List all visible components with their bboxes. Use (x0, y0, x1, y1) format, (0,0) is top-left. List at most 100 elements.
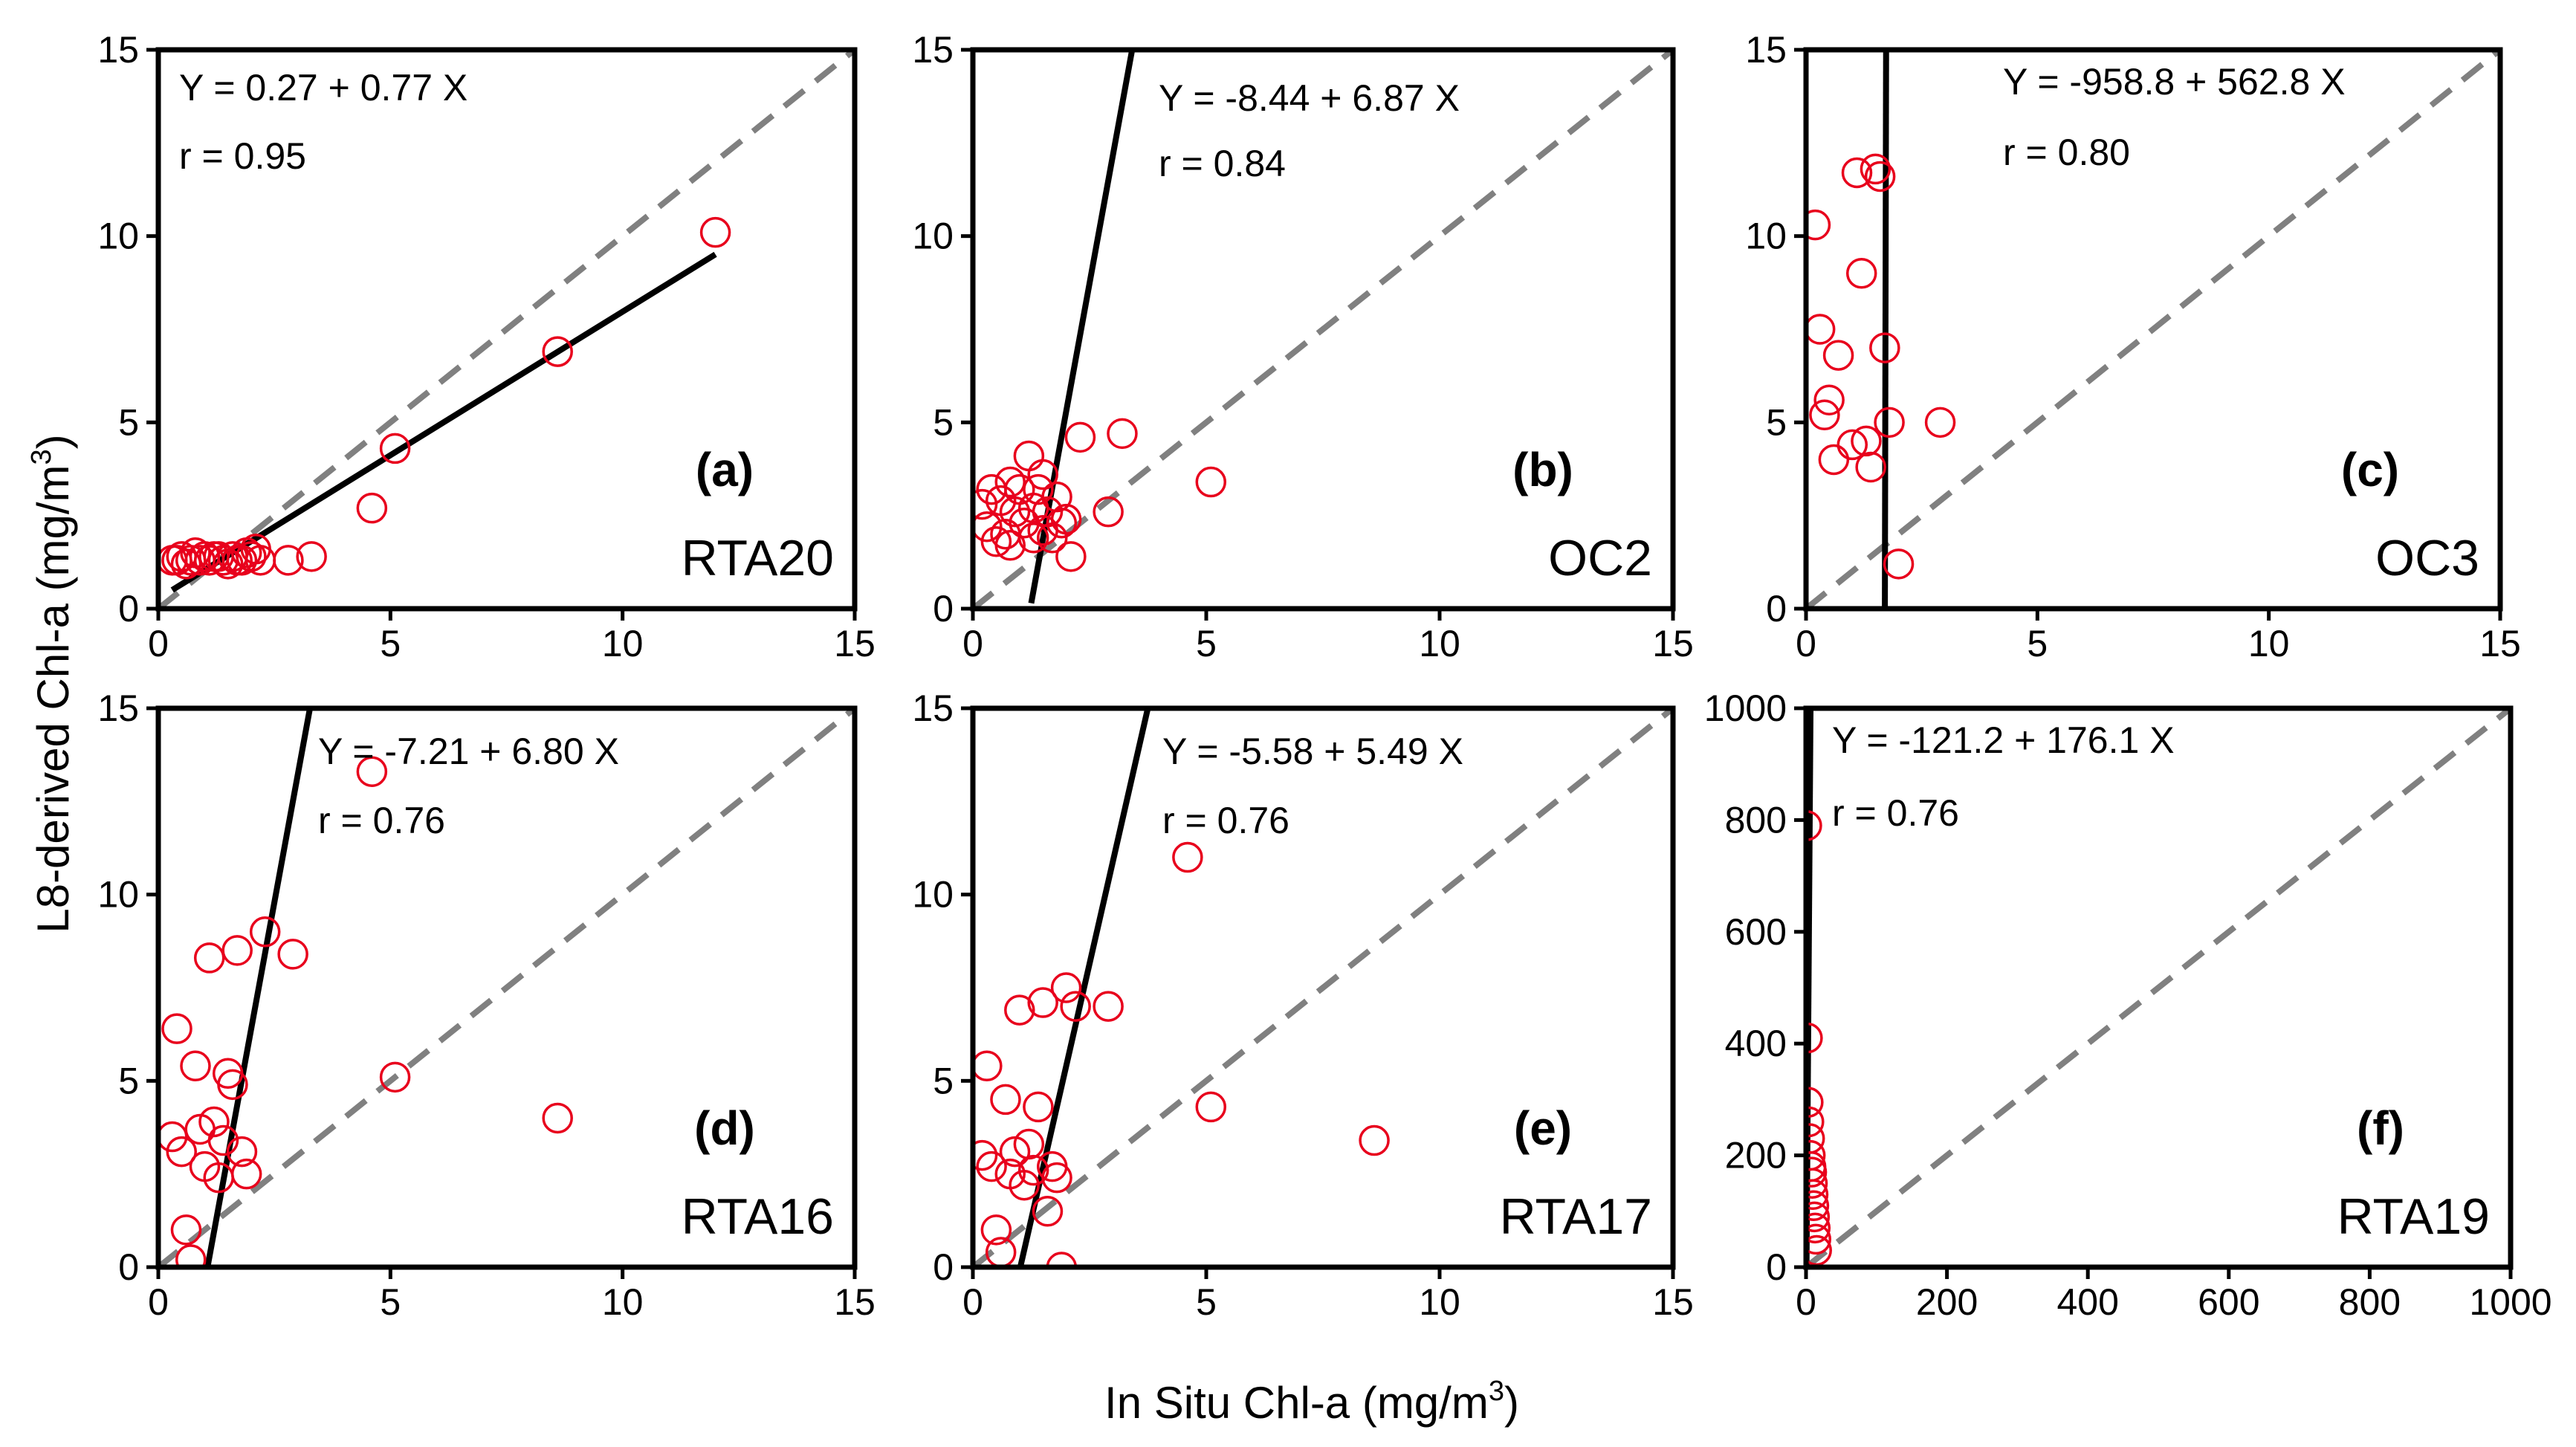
regression-equation: Y = -5.58 + 5.49 X (1162, 731, 1463, 772)
x-axis-title: In Situ Chl-a (mg/m3) (1104, 1376, 1519, 1428)
y-tick-label: 10 (97, 874, 139, 916)
data-point (1874, 407, 1905, 438)
y-tick-label: 0 (1766, 588, 1787, 629)
data-point (542, 336, 573, 367)
data-point (1172, 841, 1203, 873)
data-point (1013, 440, 1045, 472)
data-point (1004, 994, 1035, 1026)
y-tick-label: 10 (1745, 216, 1787, 257)
x-tick-label: 800 (2339, 1281, 2401, 1323)
data-point (980, 1214, 1012, 1246)
y-tick-label: 10 (912, 874, 954, 916)
data-point (1813, 384, 1845, 416)
data-point (1009, 1169, 1040, 1201)
data-point (1822, 340, 1854, 371)
data-point (1013, 1128, 1045, 1160)
x-tick-label: 10 (602, 623, 644, 664)
data-point (994, 530, 1026, 561)
data-point (1806, 1190, 1830, 1222)
data-point (1046, 1252, 1078, 1267)
panel-rta16: 0 5 10 15 0 5 10 15 Y = -7.21 + 6.80 X r = 0.76 (d… (97, 687, 875, 1323)
y-tick-label: 15 (1745, 29, 1787, 71)
data-point (990, 1084, 1021, 1116)
data-point (1023, 1091, 1054, 1123)
panel-rta17: 0 5 10 15 0 5 10 15 Y = -5.58 + 5.49 X r = 0.76 (e… (912, 687, 1693, 1323)
data-point (249, 916, 281, 948)
data-point (1818, 444, 1850, 476)
data-point (175, 1244, 207, 1267)
y-axis-title: L8-derived Chl-a (mg/m3) (26, 434, 78, 933)
data-point (1359, 1124, 1390, 1156)
data-point (1883, 548, 1915, 580)
data-point (1017, 1154, 1049, 1186)
data-point (1806, 1168, 1828, 1199)
x-tick-label: 0 (1796, 1281, 1816, 1323)
data-point (1806, 209, 1831, 241)
panel-letter: (e) (1514, 1101, 1572, 1155)
fit-line (1017, 708, 1151, 1267)
plot-area (158, 708, 855, 1267)
method-label: RTA16 (682, 1188, 834, 1245)
x-tick-label: 1000 (2469, 1281, 2551, 1323)
one-to-one-line (158, 50, 855, 609)
x-tick-label: 5 (1196, 1281, 1217, 1323)
fit-line (204, 708, 314, 1267)
data-point (1023, 473, 1054, 505)
fit-line (170, 251, 717, 593)
correlation-coefficient: r = 0.84 (1159, 143, 1286, 184)
data-point (1806, 1201, 1831, 1233)
data-point (230, 1158, 262, 1190)
plot-frame (970, 47, 1676, 612)
data-point (1195, 466, 1227, 498)
data-point (166, 1136, 197, 1168)
correlation-coefficient: r = 0.80 (2003, 132, 2130, 173)
data-point (1809, 399, 1840, 431)
x-tick-label: 5 (1196, 623, 1217, 664)
plot-frame (155, 47, 858, 612)
data-point (1806, 1234, 1832, 1266)
one-to-one-line (973, 50, 1673, 609)
data-point (379, 433, 411, 464)
y-tick-label: 5 (933, 1060, 954, 1101)
y-tick-label: 15 (97, 687, 139, 729)
x-tick-label: 5 (2027, 623, 2048, 664)
panel-letter: (f) (2357, 1101, 2404, 1155)
data-point (198, 1106, 230, 1138)
data-point (158, 1121, 188, 1153)
y-tick-label: 0 (933, 588, 954, 629)
y-tick-label: 0 (118, 588, 139, 629)
data-point (1806, 1106, 1825, 1138)
data-point (1841, 157, 1873, 189)
data-point (1041, 481, 1072, 513)
data-point (277, 939, 308, 970)
data-point (217, 1069, 248, 1101)
x-tick-label: 0 (148, 623, 169, 664)
data-point (273, 545, 304, 576)
correlation-coefficient: r = 0.76 (318, 800, 445, 841)
regression-equation: Y = -121.2 + 176.1 X (1832, 719, 2175, 761)
y-tick-label: 0 (1766, 1246, 1787, 1288)
y-tick-label: 10 (912, 216, 954, 257)
regression-equation: Y = -7.21 + 6.80 X (318, 731, 619, 772)
panel-rta20: 0 5 10 15 0 5 10 15 Y = 0.27 + 0.77 X r = 0.95 (a)… (97, 29, 875, 664)
y-tick-label: 15 (97, 29, 139, 71)
x-tick-label: 200 (1916, 1281, 1978, 1323)
data-point (1851, 425, 1882, 457)
y-tick-label: 5 (118, 1060, 139, 1101)
data-point (1864, 161, 1896, 192)
data-point (1055, 541, 1087, 572)
plot-area (973, 50, 1673, 609)
x-tick-label: 5 (380, 1281, 401, 1323)
y-tick-label: 5 (118, 401, 139, 443)
plot-area (973, 708, 1673, 1267)
data-point (170, 1214, 202, 1246)
data-point (1195, 1091, 1227, 1123)
data-point (542, 1102, 573, 1134)
data-point (356, 756, 388, 787)
data-point (207, 1124, 239, 1156)
panel-rta19: 0 200 400 600 800 1000 0 200 400 600 800 1000 Y = -1… (1704, 687, 2552, 1323)
y-tick-label: 5 (933, 401, 954, 443)
y-tick-label: 400 (1725, 1023, 1787, 1064)
